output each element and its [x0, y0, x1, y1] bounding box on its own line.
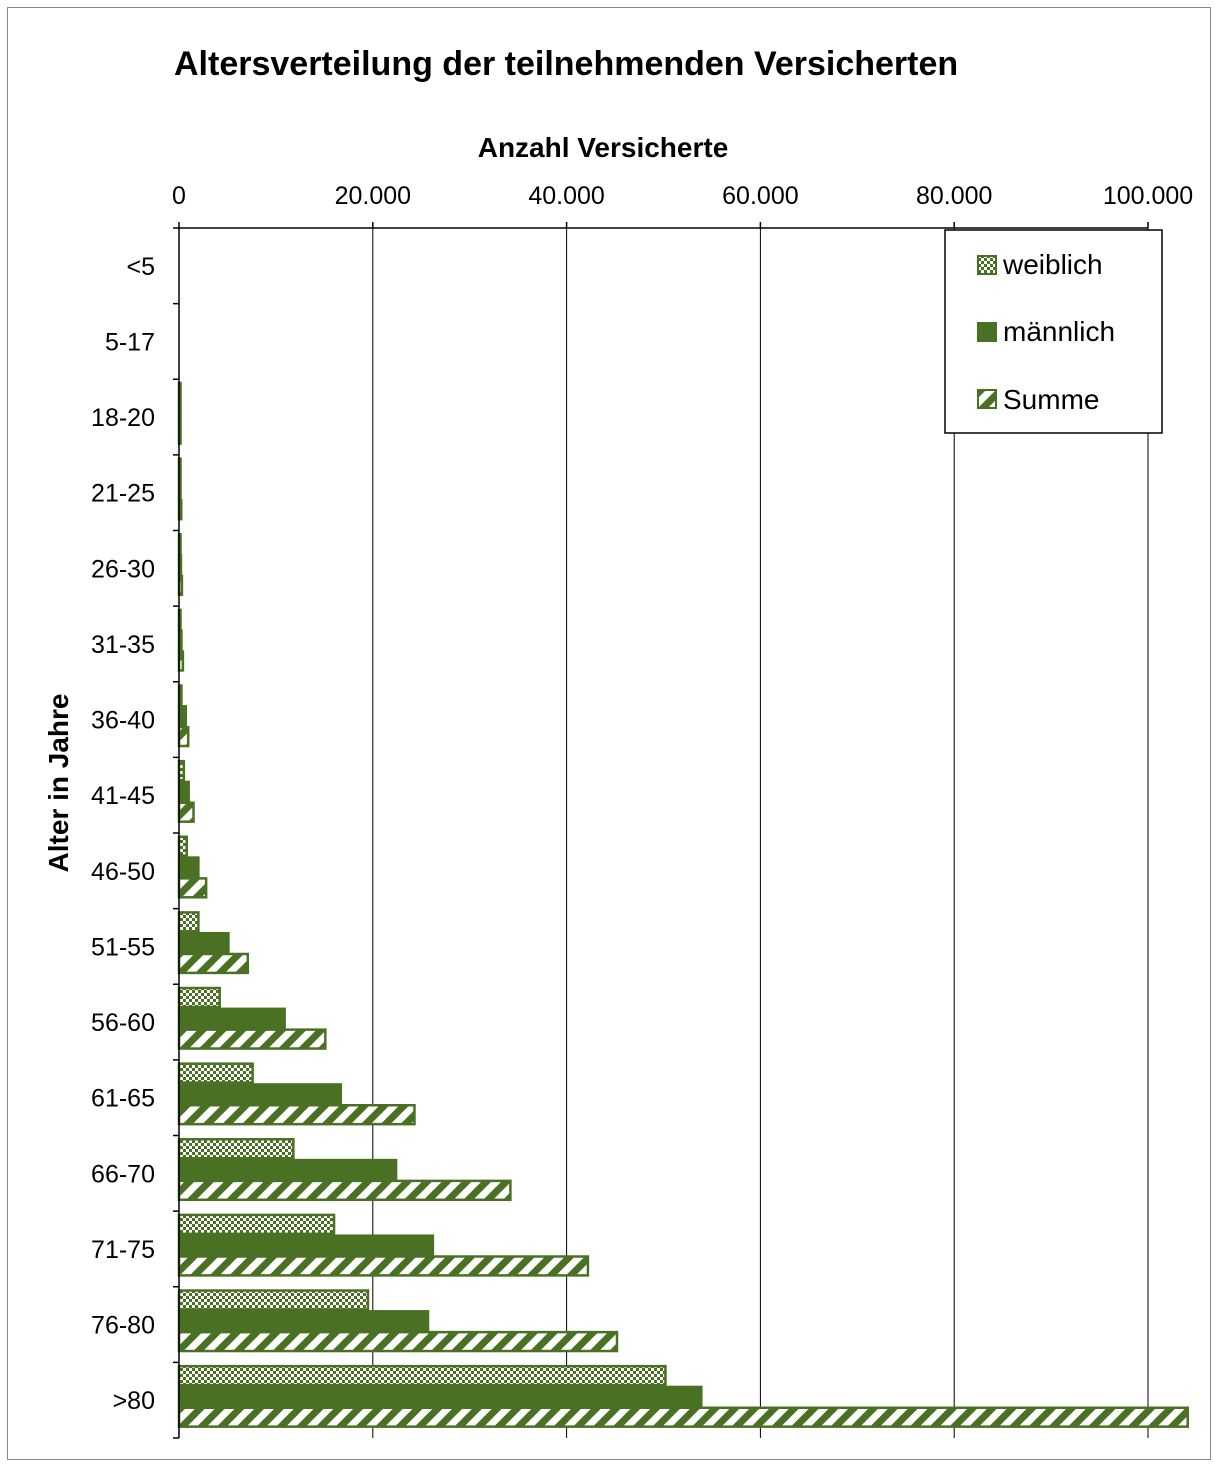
bar-solid-6 — [179, 706, 186, 725]
y-tick-label: 26-30 — [91, 555, 155, 583]
bar-diagonal-7 — [179, 803, 194, 822]
bar-checker-14 — [179, 1291, 368, 1310]
y-axis-title: Alter in Jahre — [43, 694, 74, 873]
y-tick-label: 5-17 — [105, 328, 155, 356]
x-tick-label: 100.000 — [1103, 182, 1193, 210]
y-tick-label: 31-35 — [91, 631, 155, 659]
bar-checker-8 — [179, 837, 187, 856]
y-tick-label: 36-40 — [91, 707, 155, 735]
legend-label-summe: Summe — [1003, 384, 1099, 415]
bar-checker-9 — [179, 912, 198, 931]
y-tick-label: 66-70 — [91, 1160, 155, 1188]
bar-solid-13 — [179, 1236, 433, 1255]
bar-solid-15 — [179, 1387, 701, 1406]
y-tick-label: 46-50 — [91, 858, 155, 886]
y-tick-label: <5 — [126, 253, 155, 281]
bar-checker-13 — [179, 1215, 334, 1234]
y-tick-label: 61-65 — [91, 1085, 155, 1113]
x-tick-label: 40.000 — [528, 182, 604, 210]
bar-diagonal-12 — [179, 1181, 510, 1200]
bar-checker-15 — [179, 1366, 665, 1385]
bar-solid-9 — [179, 933, 228, 952]
legend-label-weiblich: weiblich — [1002, 249, 1103, 280]
bar-diagonal-14 — [179, 1332, 617, 1351]
y-tick-labels: <5 5-17 18-20 21-25 26-30 31-35 36-40 41-45 46-5… — [91, 253, 155, 1415]
y-tick-label: 76-80 — [91, 1312, 155, 1340]
bar-diagonal-13 — [179, 1257, 588, 1276]
bar-solid-14 — [179, 1311, 428, 1330]
chart-title: Altersverteilung der teilnehmenden Versi… — [174, 45, 958, 83]
x-axis-title: Anzahl Versicherte — [478, 132, 729, 163]
legend-swatch-summe — [978, 390, 996, 408]
y-tick-label: 51-55 — [91, 933, 155, 961]
bar-solid-12 — [179, 1160, 396, 1179]
bar-diagonal-11 — [179, 1105, 414, 1124]
bar-checker-12 — [179, 1139, 293, 1158]
y-tick-label: 18-20 — [91, 404, 155, 432]
bar-checker-10 — [179, 988, 220, 1007]
legend: weiblich männlich Summe — [945, 230, 1162, 433]
x-tick-labels: 0 20.000 40.000 60.000 80.000 100.000 — [172, 182, 1193, 210]
y-tick-label: >80 — [113, 1387, 155, 1415]
bar-diagonal-6 — [179, 727, 188, 746]
bar-diagonal-10 — [179, 1030, 325, 1049]
x-tick-label: 20.000 — [335, 182, 411, 210]
y-tick-label: 56-60 — [91, 1009, 155, 1037]
legend-swatch-maennlich — [978, 323, 996, 341]
x-tick-label: 80.000 — [916, 182, 992, 210]
bar-diagonal-9 — [179, 954, 248, 973]
bar-solid-10 — [179, 1009, 285, 1028]
y-tick-label: 21-25 — [91, 480, 155, 508]
bar-solid-7 — [179, 782, 189, 801]
bar-checker-11 — [179, 1064, 253, 1083]
bar-solid-11 — [179, 1084, 341, 1103]
legend-label-maennlich: männlich — [1003, 316, 1115, 347]
y-tick-label: 71-75 — [91, 1236, 155, 1264]
bars — [179, 383, 1188, 1427]
bar-diagonal-8 — [179, 878, 206, 897]
legend-swatch-weiblich — [978, 256, 996, 274]
x-tick-label: 0 — [172, 182, 186, 210]
y-tick-label: 41-45 — [91, 782, 155, 810]
bar-solid-8 — [179, 858, 198, 877]
x-tick-label: 60.000 — [722, 182, 798, 210]
bar-diagonal-15 — [179, 1408, 1188, 1427]
